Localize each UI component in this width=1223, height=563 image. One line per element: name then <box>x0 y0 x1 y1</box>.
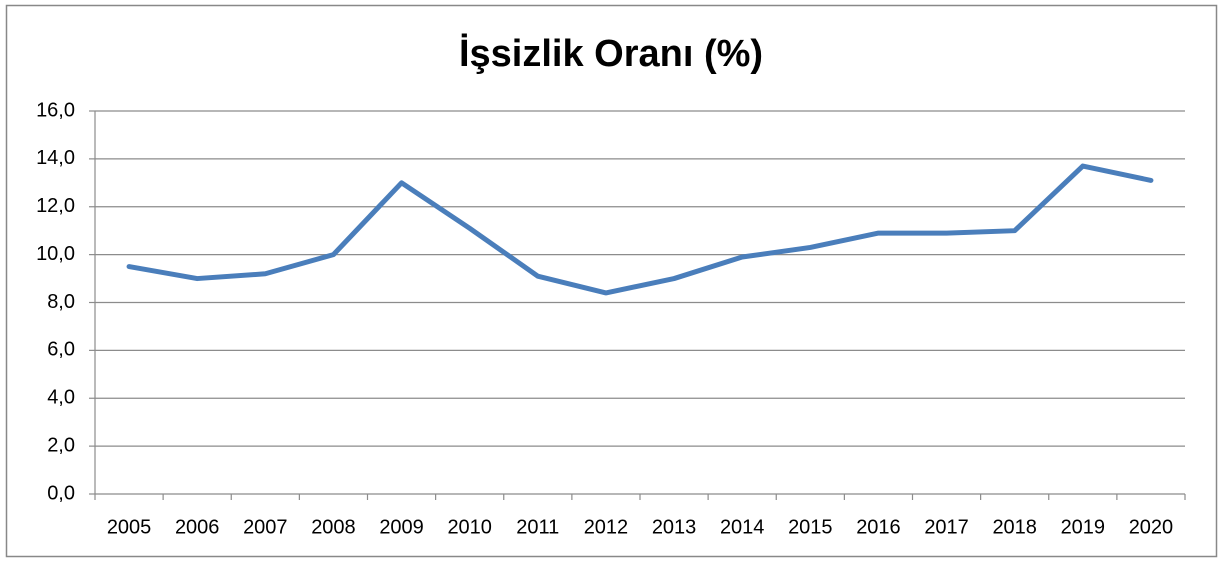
y-tick-label: 4,0 <box>47 387 75 409</box>
chart-title: İşsizlik Oranı (%) <box>459 33 763 75</box>
x-tick-label: 2012 <box>584 516 629 538</box>
x-tick-label: 2013 <box>652 516 697 538</box>
x-tick-label: 2009 <box>379 516 424 538</box>
x-tick-label: 2015 <box>788 516 833 538</box>
x-tick-label: 2005 <box>107 516 152 538</box>
y-tick-label: 8,0 <box>47 291 75 313</box>
x-tick-label: 2016 <box>856 516 901 538</box>
x-tick-label: 2018 <box>992 516 1037 538</box>
y-tick-label: 6,0 <box>47 339 75 361</box>
x-tick-label: 2010 <box>447 516 492 538</box>
x-tick-label: 2019 <box>1061 516 1106 538</box>
y-tick-label: 16,0 <box>36 99 75 121</box>
x-tick-label: 2014 <box>720 516 765 538</box>
y-tick-label: 10,0 <box>36 243 75 265</box>
x-tick-label: 2017 <box>924 516 969 538</box>
y-tick-label: 14,0 <box>36 147 75 169</box>
data-line <box>126 163 1154 296</box>
x-tick-label: 2020 <box>1129 516 1174 538</box>
y-tick-label: 12,0 <box>36 195 75 217</box>
x-tick-label: 2007 <box>243 516 288 538</box>
chart-border <box>5 4 1218 558</box>
x-tick-label: 2008 <box>311 516 356 538</box>
y-tick-label: 0,0 <box>47 482 75 504</box>
x-tick-label: 2006 <box>175 516 220 538</box>
x-tick-label: 2011 <box>516 516 559 538</box>
y-tick-label: 2,0 <box>47 434 75 456</box>
